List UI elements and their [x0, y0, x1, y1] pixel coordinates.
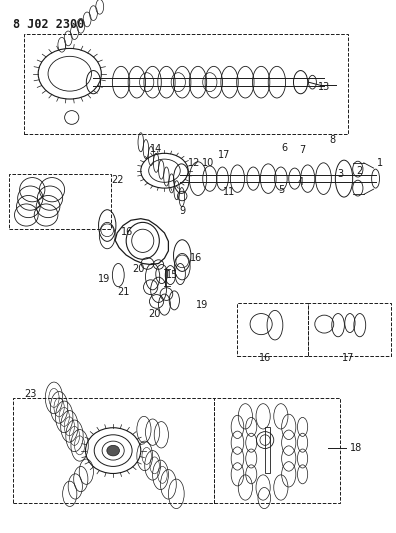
Text: 2: 2: [357, 166, 363, 176]
Text: 17: 17: [217, 150, 230, 160]
Text: 8 J02 2300: 8 J02 2300: [13, 18, 84, 31]
Text: 3: 3: [337, 169, 343, 179]
Text: 9: 9: [179, 206, 185, 216]
Text: 16: 16: [121, 227, 133, 237]
Text: 11: 11: [223, 187, 236, 197]
Text: 6: 6: [282, 142, 288, 152]
Text: 1: 1: [377, 158, 383, 168]
Text: 12: 12: [188, 158, 200, 168]
Text: 5: 5: [278, 185, 284, 195]
Text: 21: 21: [117, 287, 129, 297]
Text: 19: 19: [196, 300, 208, 310]
Text: 16: 16: [190, 253, 202, 263]
Text: 18: 18: [350, 443, 362, 453]
Text: 10: 10: [202, 158, 214, 168]
Text: 14: 14: [150, 143, 163, 154]
Text: 20: 20: [133, 264, 145, 274]
Text: 16: 16: [259, 353, 271, 364]
Text: 22: 22: [111, 175, 124, 185]
Text: 20: 20: [148, 309, 161, 319]
Text: 13: 13: [318, 82, 330, 92]
Text: 17: 17: [342, 353, 354, 364]
Ellipse shape: [107, 446, 120, 456]
Text: 8: 8: [329, 135, 335, 144]
Text: 15: 15: [166, 270, 179, 280]
Text: 19: 19: [98, 274, 110, 284]
Text: 4: 4: [297, 177, 304, 187]
Text: 23: 23: [24, 389, 36, 399]
Text: 7: 7: [299, 145, 306, 155]
